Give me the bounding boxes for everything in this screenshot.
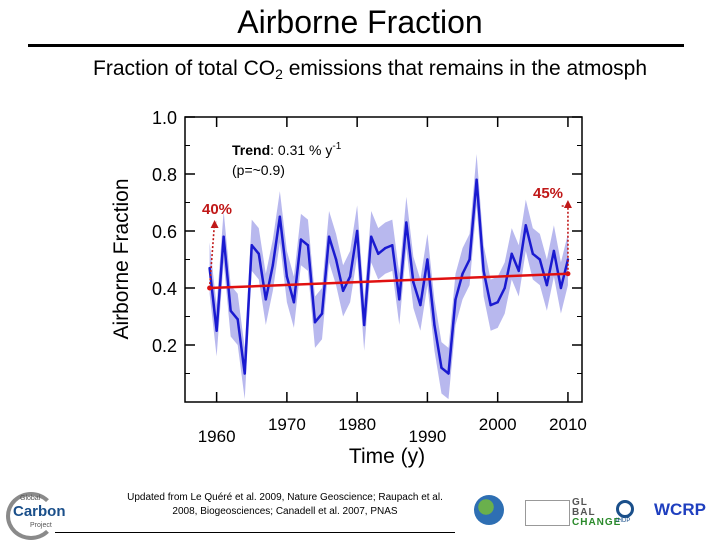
x-tick-label: 1990: [409, 427, 447, 446]
data-point: [229, 309, 232, 312]
annotation-end-arrowhead: [563, 200, 572, 208]
ihdp-text: IHDP: [616, 518, 631, 524]
data-point: [482, 269, 485, 273]
data-point: [503, 286, 506, 290]
trend-label: Trend: 0.31 % y-1: [232, 141, 342, 158]
chart-title: Airborne Fraction: [237, 4, 483, 40]
data-point: [377, 252, 380, 255]
data-point: [271, 264, 275, 267]
gcp-logo-text-2: Carbon: [13, 503, 66, 520]
data-point: [440, 366, 443, 369]
y-tick-label: 0.2: [152, 336, 177, 356]
subtitle-prefix: Fraction of total CO: [93, 57, 276, 80]
data-point: [243, 372, 246, 375]
x-axis-title: Time (y): [349, 445, 425, 468]
annotation-start-percent: 40%: [202, 201, 232, 218]
y-tick-label: 1.0: [152, 108, 177, 128]
global-change-logo: GL BAL CHANGE: [572, 497, 622, 528]
ihdp-logo: IHDP: [616, 500, 652, 528]
data-point: [285, 275, 289, 278]
data-point: [433, 323, 436, 327]
annotation-end-percent: 45%: [533, 185, 563, 202]
data-point: [419, 303, 422, 307]
data-point: [257, 252, 260, 255]
title-divider: [28, 44, 684, 47]
data-point: [250, 244, 253, 247]
data-point: [461, 272, 464, 275]
data-point: [299, 238, 303, 241]
data-point: [370, 235, 373, 238]
data-point: [405, 221, 408, 224]
gcp-logo-text-3: Project: [30, 522, 52, 529]
y-axis-title: Airborne Fraction: [110, 178, 133, 339]
data-point: [524, 224, 527, 227]
x-tick-label: 2010: [549, 415, 587, 434]
earth-system-partnership-logo: [474, 495, 514, 535]
data-point: [236, 318, 239, 321]
data-point: [475, 178, 478, 181]
data-point: [468, 258, 471, 261]
data-point: [341, 289, 345, 293]
trend-p-value: (p=~0.9): [232, 162, 285, 178]
data-point: [348, 275, 352, 278]
data-point: [306, 244, 310, 247]
ihdp-circle-icon: [616, 500, 634, 518]
footer-divider: [55, 532, 455, 533]
x-tick-label: 1980: [338, 415, 376, 434]
data-point: [398, 298, 401, 301]
data-point: [362, 323, 366, 327]
gchange-text-2: CHANGE: [572, 517, 622, 528]
globe-icon: [474, 495, 504, 525]
data-point: [559, 286, 563, 290]
wcrp-logo: WCRP: [654, 500, 720, 528]
global-carbon-project-logo: Global Carbon Project: [4, 486, 66, 540]
data-point: [510, 252, 513, 255]
data-point: [320, 312, 324, 315]
data-point: [215, 329, 218, 332]
data-point: [496, 301, 499, 304]
data-point: [454, 298, 457, 301]
data-point: [292, 301, 296, 304]
x-tick-label: 1970: [268, 415, 306, 434]
x-tick-label: 1960: [198, 427, 236, 446]
data-point: [412, 281, 415, 284]
data-point: [313, 321, 317, 324]
annotation-start-arrowhead: [210, 220, 219, 228]
annotation-end-arrow: [559, 205, 569, 274]
trend-line: [209, 272, 568, 290]
data-point: [391, 244, 394, 247]
y-tick-label: 0.4: [152, 279, 177, 299]
data-point: [538, 258, 542, 261]
x-tick-label: 2000: [479, 415, 517, 434]
data-point: [545, 283, 549, 287]
data-point: [489, 303, 492, 307]
airborne-fraction-line: [208, 178, 570, 375]
data-point: [334, 258, 338, 261]
wcrp-text: WCRP: [654, 500, 706, 519]
data-point: [447, 372, 450, 375]
igbp-logo: [525, 500, 570, 526]
data-point: [208, 266, 211, 270]
data-point: [517, 269, 520, 273]
data-point: [355, 229, 359, 233]
y-tick-label: 0.6: [152, 222, 177, 242]
data-point: [552, 249, 556, 253]
data-point: [426, 258, 429, 261]
citation-text: Updated from Le Quéré et al. 2009, Natur…: [127, 492, 443, 517]
data-point: [278, 215, 282, 218]
data-point: [531, 252, 535, 255]
y-tick-label: 0.8: [152, 165, 177, 185]
data-point: [264, 298, 268, 301]
data-point: [327, 235, 331, 238]
gchange-text-1: GL BAL: [572, 497, 596, 518]
gcp-logo-text-1: Global: [20, 495, 41, 502]
subtitle-suffix: emissions that remains in the atmosph: [282, 57, 648, 80]
subtitle-subscript: 2: [275, 66, 283, 82]
data-point: [384, 246, 387, 250]
chart-subtitle: Fraction of total CO2 emissions that rem…: [93, 56, 720, 87]
data-point: [222, 235, 225, 238]
